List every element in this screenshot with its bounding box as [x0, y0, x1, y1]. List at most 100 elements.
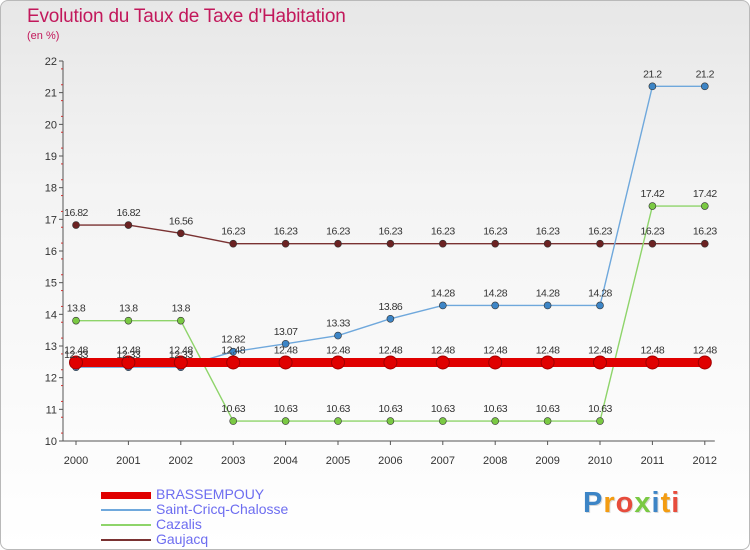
data-label: 13.8: [172, 303, 191, 315]
data-point: [383, 355, 398, 370]
data-point: [543, 417, 552, 425]
data-label: 10.63: [221, 403, 245, 415]
data-label: 16.23: [274, 226, 298, 238]
data-label: 10.63: [588, 403, 612, 415]
data-label: 10.63: [431, 403, 455, 415]
y-tick-label: 19: [45, 151, 57, 163]
data-point: [121, 355, 136, 370]
data-point: [700, 82, 709, 91]
data-label: 13.8: [119, 303, 138, 315]
data-label: 10.63: [536, 403, 560, 415]
data-point: [281, 417, 290, 425]
data-label: 16.23: [221, 226, 245, 238]
x-tick-label: 2009: [535, 455, 559, 467]
x-tick-label: 2001: [116, 455, 140, 467]
data-label: 12.33: [64, 349, 88, 361]
data-point: [124, 316, 133, 325]
x-tick-label: 2004: [273, 455, 297, 467]
data-label: 12.48: [221, 344, 245, 356]
data-label: 16.23: [536, 226, 560, 238]
data-label: 10.63: [274, 403, 298, 415]
data-point: [386, 314, 395, 323]
y-tick-label: 16: [45, 246, 57, 258]
data-label: 14.28: [588, 287, 612, 299]
data-label: 12.48: [483, 344, 507, 356]
data-label: 14.28: [431, 287, 455, 299]
y-tick-label: 13: [45, 341, 57, 353]
data-label: 12.48: [536, 344, 560, 356]
data-label: 10.63: [483, 403, 507, 415]
data-point: [488, 355, 503, 370]
data-label: 16.56: [169, 215, 193, 227]
data-point: [278, 355, 293, 370]
x-tick-label: 2008: [483, 455, 507, 467]
data-point: [229, 347, 237, 356]
x-tick-label: 2002: [169, 455, 193, 467]
data-point: [281, 239, 290, 248]
data-point: [72, 316, 80, 325]
y-tick-label: 15: [45, 278, 57, 290]
x-tick-label: 2006: [378, 455, 402, 467]
series-line-cazalis: [76, 205, 705, 422]
data-label: 12.48: [379, 344, 403, 356]
x-tick-label: 2012: [693, 455, 717, 467]
y-tick-label: 17: [45, 214, 57, 226]
data-label: 12.33: [117, 349, 141, 361]
data-label: 13.8: [67, 303, 86, 315]
data-label: 12.48: [274, 344, 298, 356]
data-label: 12.33: [169, 349, 193, 361]
data-point: [648, 239, 657, 248]
x-tick-label: 2000: [64, 455, 88, 467]
data-point: [229, 239, 237, 248]
data-point: [596, 239, 604, 248]
legend-swatch-gaujacq: [101, 539, 151, 541]
logo-letter: P: [583, 487, 604, 519]
data-point: [331, 355, 345, 370]
data-label: 14.28: [536, 287, 560, 299]
data-point: [438, 301, 447, 310]
data-point: [540, 355, 555, 370]
x-tick-label: 2010: [588, 455, 612, 467]
data-label: 21.2: [643, 68, 662, 80]
logo-letter: o: [615, 487, 635, 519]
x-tick-label: 2005: [326, 455, 350, 467]
data-point: [700, 239, 709, 248]
legend-swatch-cazalis: [101, 524, 151, 526]
y-tick-label: 14: [45, 309, 57, 321]
legend-label-brassempouy: BRASSEMPOUY: [156, 486, 265, 502]
y-tick-label: 21: [45, 88, 57, 100]
y-tick-label: 11: [46, 404, 57, 416]
y-tick-label: 18: [45, 183, 57, 195]
data-point: [543, 239, 552, 248]
data-label: 16.23: [641, 226, 665, 238]
data-label: 10.63: [379, 403, 403, 415]
chart-title: Evolution du Taux de Taxe d'Habitation: [27, 6, 346, 27]
data-point: [124, 221, 133, 229]
data-label: 16.23: [588, 226, 612, 238]
data-label: 13.07: [274, 326, 298, 338]
data-label: 12.48: [326, 344, 350, 356]
data-label: 21.2: [696, 68, 715, 80]
data-label: 13.33: [326, 318, 350, 330]
data-point: [543, 301, 552, 310]
data-point: [177, 316, 185, 325]
data-label: 12.82: [221, 334, 245, 346]
data-label: 12.48: [431, 344, 455, 356]
data-point: [226, 355, 241, 370]
data-point: [334, 331, 342, 340]
data-point: [648, 82, 657, 91]
data-point: [435, 355, 450, 370]
data-point: [697, 355, 712, 370]
data-label: 16.23: [483, 226, 507, 238]
data-label: 12.48: [117, 344, 141, 356]
data-point: [281, 339, 290, 348]
data-point: [69, 355, 83, 370]
data-point: [593, 355, 607, 370]
data-point: [386, 417, 395, 425]
data-point: [438, 239, 447, 248]
data-label: 16.23: [379, 226, 403, 238]
logo-letter: t: [660, 487, 672, 519]
data-point: [334, 239, 342, 248]
data-label: 16.82: [117, 207, 141, 219]
y-tick-label: 12: [45, 373, 57, 385]
